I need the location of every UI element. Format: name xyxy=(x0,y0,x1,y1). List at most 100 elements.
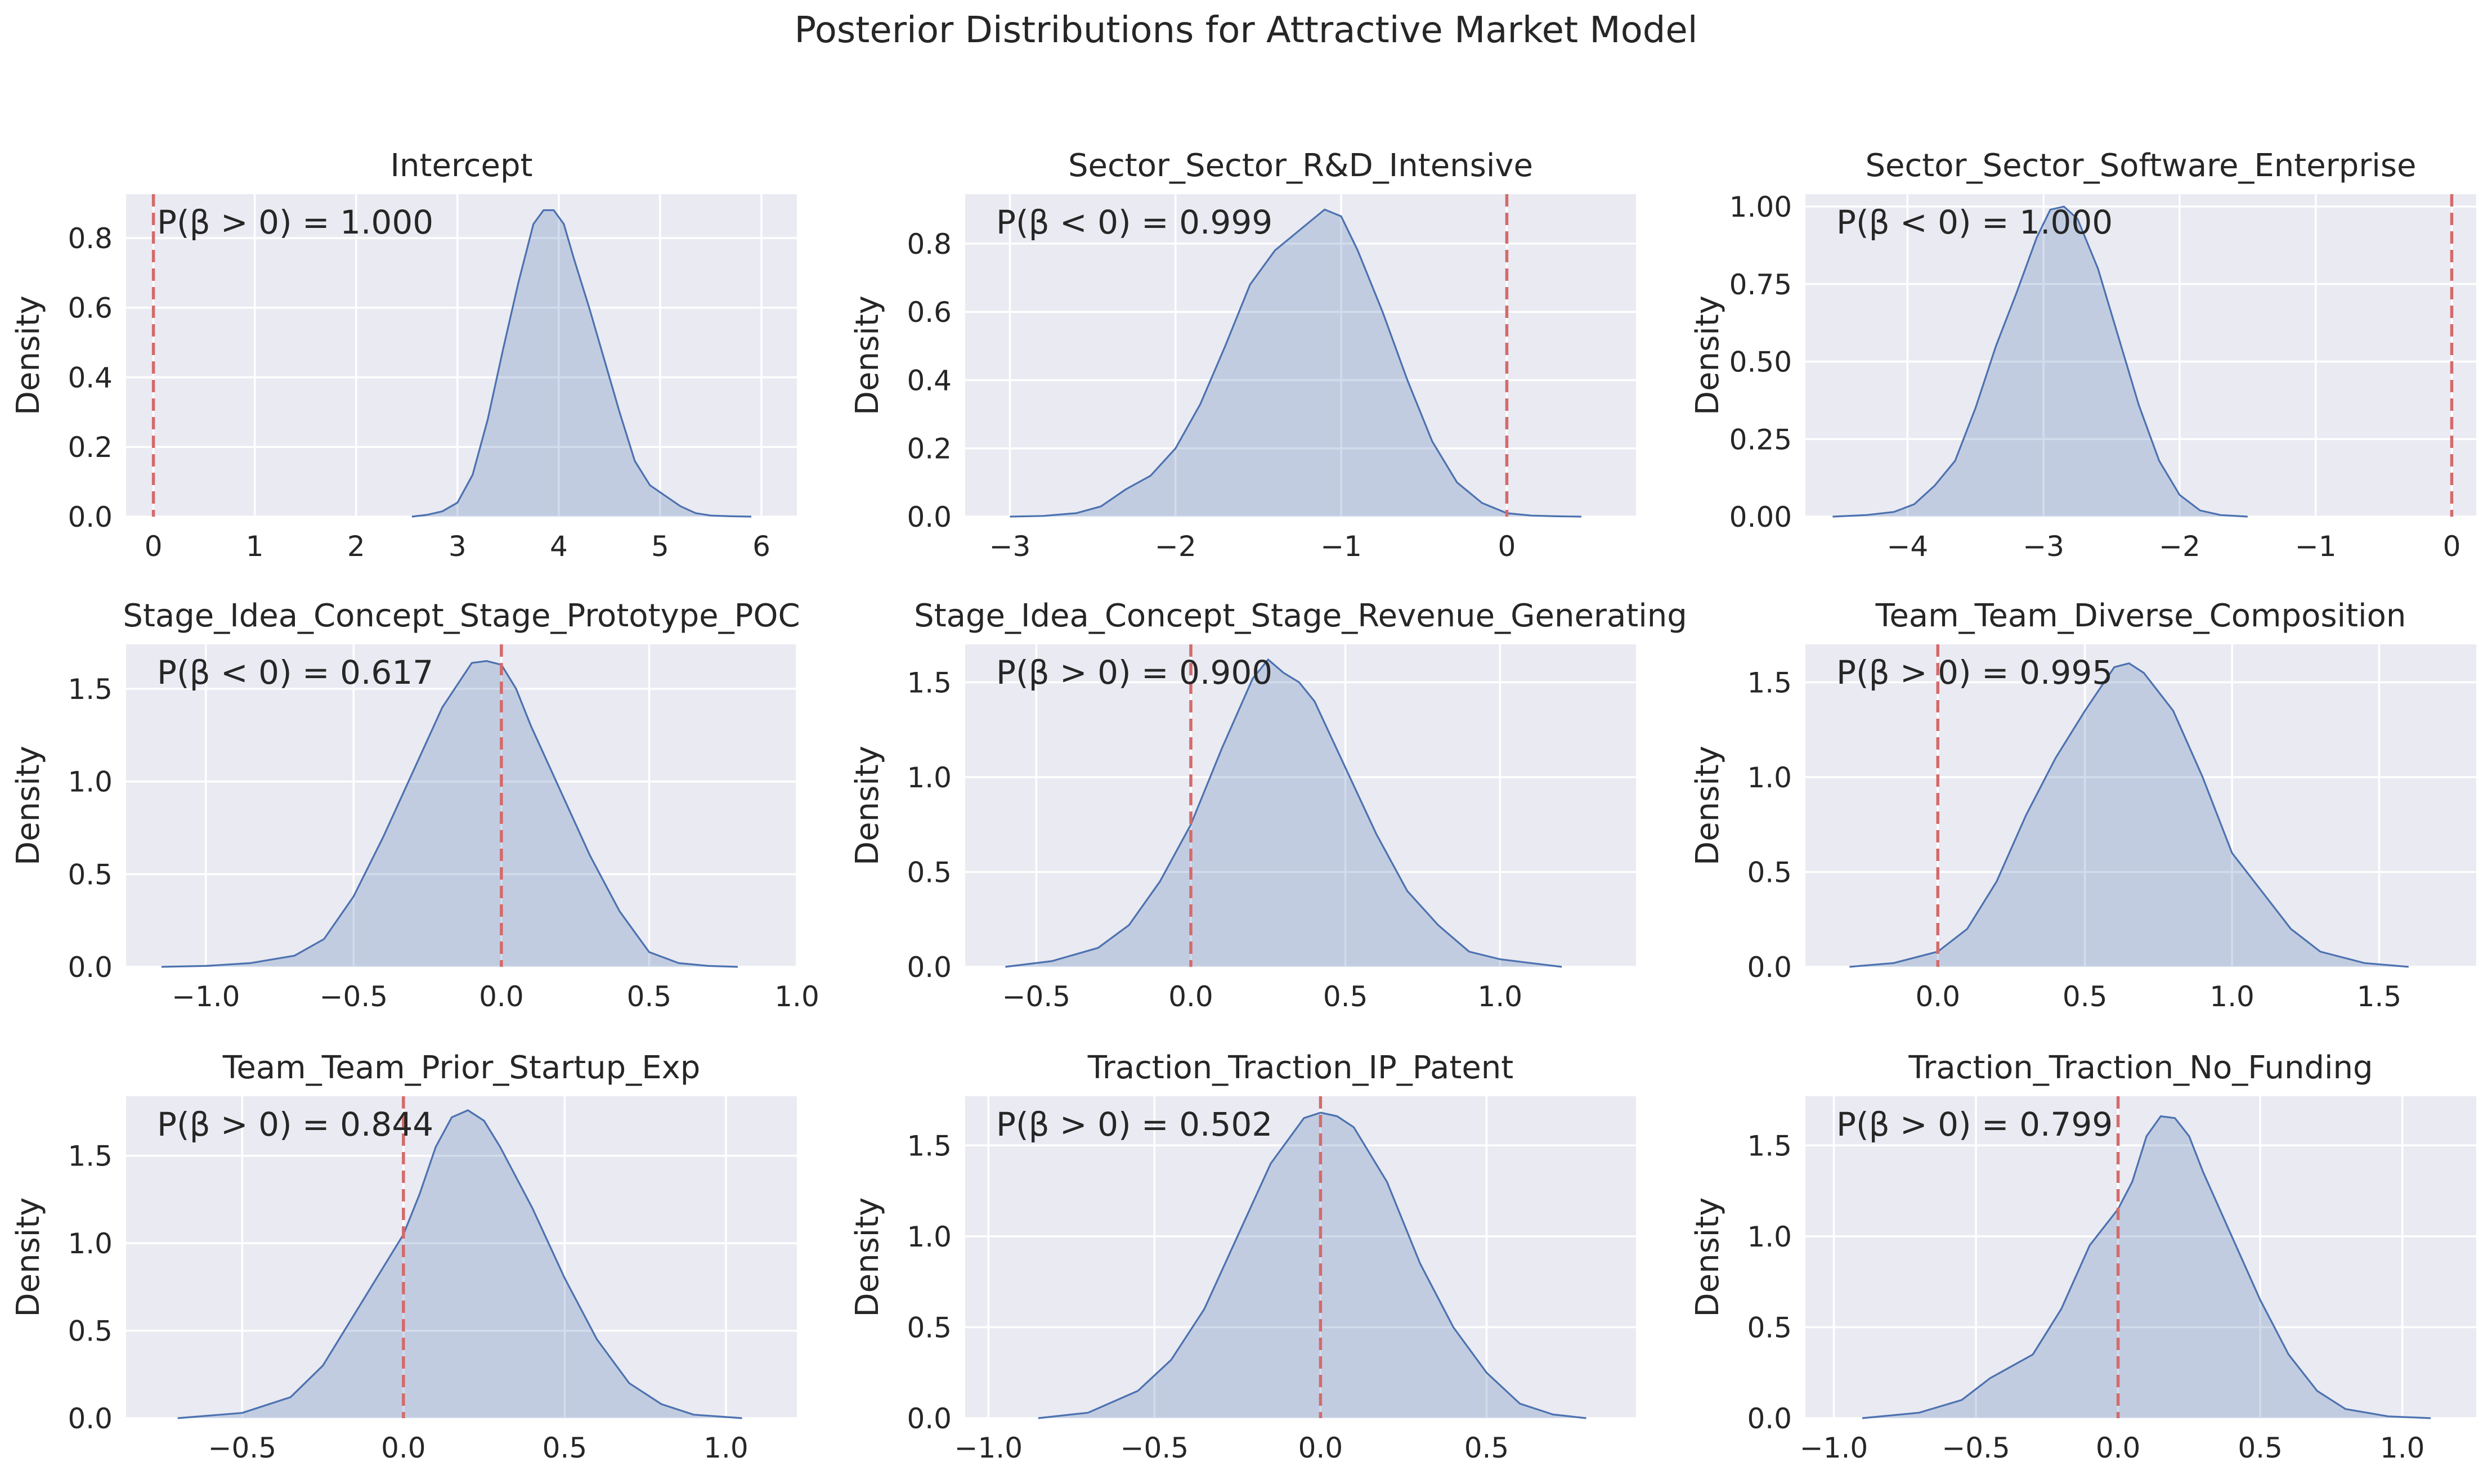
probability-annotation: P(β > 0) = 0.502 xyxy=(996,1105,1272,1144)
y-tick-label: 1.0 xyxy=(68,1227,113,1260)
x-tick-label: −0.5 xyxy=(1942,1432,2010,1464)
y-tick-label: 0.25 xyxy=(1729,423,1792,456)
y-tick-label: 0.2 xyxy=(907,433,952,465)
panel-title: Stage_Idea_Concept_Stage_Revenue_Generat… xyxy=(914,598,1687,634)
density-curve xyxy=(1849,662,2409,968)
x-tick-label: 1.5 xyxy=(2357,980,2402,1013)
x-tick-label: 4 xyxy=(550,530,568,563)
panel-3: −4 −3 −2 −1 0 0.00 0.25 0.50 0.75 1.00 Sector_Sect… xyxy=(1689,147,2476,563)
x-tick-label: −1.0 xyxy=(1800,1432,1868,1464)
panel-9: −1.0 −0.5 0.0 0.5 1.0 0.0 0.5 1.0 1.5 Traction_Tr… xyxy=(1689,1050,2476,1464)
y-tick-label: 0.0 xyxy=(907,501,952,533)
y-axis-label: Density xyxy=(10,295,47,415)
probability-annotation: P(β > 0) = 1.000 xyxy=(157,203,433,241)
x-tick-label: 0.5 xyxy=(1464,1432,1509,1464)
density-curve xyxy=(411,209,752,518)
y-axis-label: Density xyxy=(1689,1198,1726,1317)
probability-annotation: P(β < 0) = 1.000 xyxy=(1836,203,2113,241)
panel-title: Team_Team_Diverse_Composition xyxy=(1875,598,2406,634)
x-tick-label: 0.5 xyxy=(1323,980,1368,1013)
y-tick-label: 1.5 xyxy=(1747,666,1792,699)
panel-5: −0.5 0.0 0.5 1.0 0.0 0.5 1.0 1.5 Stage_Idea_Conc… xyxy=(849,598,1687,1013)
panel-background xyxy=(965,194,1636,517)
x-tick-label: 0.5 xyxy=(2238,1432,2283,1464)
panel-background xyxy=(1805,644,2476,967)
x-tick-label: 0 xyxy=(2443,530,2461,563)
density-curve xyxy=(1010,208,1581,518)
probability-annotation: P(β < 0) = 0.999 xyxy=(996,203,1272,241)
density-curve xyxy=(161,660,738,968)
panel-8: −1.0 −0.5 0.0 0.5 0.0 0.5 1.0 1.5 Traction_Tract… xyxy=(849,1050,1636,1464)
x-tick-label: −1.0 xyxy=(172,980,240,1013)
panel-background xyxy=(1805,1096,2476,1418)
density-curve xyxy=(1005,658,1562,968)
x-tick-label: −2 xyxy=(1155,530,1196,563)
density-area xyxy=(1862,1116,2431,1418)
x-tick-label: 0 xyxy=(1498,530,1516,563)
x-tick-label: 1.0 xyxy=(703,1432,749,1464)
panel-background xyxy=(126,644,797,967)
x-tick-label: −0.5 xyxy=(320,980,388,1013)
y-tick-label: 0.5 xyxy=(907,1311,952,1344)
panel-background xyxy=(126,194,797,517)
density-area xyxy=(1005,660,1562,967)
density-area xyxy=(162,661,738,967)
y-tick-label: 1.5 xyxy=(907,666,952,699)
figure-title: Posterior Distributions for Attractive M… xyxy=(794,10,1697,51)
y-axis-label: Density xyxy=(849,746,886,866)
y-tick-label: 1.5 xyxy=(68,673,113,706)
y-tick-label: 0.5 xyxy=(68,1315,113,1348)
panel-background xyxy=(965,1096,1636,1418)
probability-annotation: P(β > 0) = 0.799 xyxy=(1836,1105,2113,1144)
panel-4: −1.0 −0.5 0.0 0.5 1.0 0.0 0.5 1.0 1.5 Stage_Idea_… xyxy=(10,598,819,1013)
density-area xyxy=(177,1110,742,1418)
x-tick-label: 0.0 xyxy=(479,980,524,1013)
x-tick-label: 0.5 xyxy=(543,1432,588,1464)
y-tick-label: 0.6 xyxy=(68,292,113,325)
y-tick-label: 1.5 xyxy=(1747,1129,1792,1162)
y-tick-label: 0.0 xyxy=(1747,951,1792,984)
y-tick-label: 0.0 xyxy=(68,501,113,533)
panel-2: −3 −2 −1 0 0.0 0.2 0.4 0.6 0.8 Sector_Sector_R&D_… xyxy=(849,147,1636,563)
y-tick-label: 1.0 xyxy=(907,761,952,794)
density-area xyxy=(1010,209,1581,517)
x-tick-label: 0.0 xyxy=(1915,980,1960,1013)
y-tick-label: 0.5 xyxy=(907,856,952,889)
x-tick-label: −4 xyxy=(1886,530,1928,563)
x-tick-label: 0.0 xyxy=(2096,1432,2141,1464)
density-curve xyxy=(1038,1111,1586,1419)
x-tick-label: −3 xyxy=(989,530,1031,563)
y-tick-label: 0.00 xyxy=(1729,501,1792,533)
y-tick-label: 1.5 xyxy=(68,1140,113,1173)
x-tick-label: −1.0 xyxy=(954,1432,1023,1464)
x-tick-label: 3 xyxy=(449,530,467,563)
y-tick-label: 1.0 xyxy=(907,1221,952,1253)
x-tick-label: 5 xyxy=(651,530,669,563)
y-tick-label: 1.0 xyxy=(68,766,113,799)
density-area xyxy=(1038,1113,1586,1418)
y-tick-label: 0.0 xyxy=(68,951,113,984)
probability-annotation: P(β < 0) = 0.617 xyxy=(157,653,433,692)
y-tick-label: 0.5 xyxy=(68,858,113,891)
y-tick-label: 1.0 xyxy=(1747,1221,1792,1253)
x-tick-label: 1 xyxy=(246,530,264,563)
y-tick-label: 0.4 xyxy=(907,364,952,397)
panel-6: 0.0 0.5 1.0 1.5 0.0 0.5 1.0 1.5 Team_Team_Divers… xyxy=(1689,598,2476,1013)
x-tick-label: −1 xyxy=(1320,530,1362,563)
density-area xyxy=(1832,207,2248,517)
x-tick-label: 1.0 xyxy=(2380,1432,2425,1464)
y-tick-label: 1.5 xyxy=(907,1129,952,1162)
y-tick-label: 0.0 xyxy=(68,1402,113,1435)
x-tick-label: 0.5 xyxy=(627,980,672,1013)
y-axis-label: Density xyxy=(10,1198,47,1317)
density-curve xyxy=(177,1109,742,1419)
density-curve xyxy=(1862,1115,2431,1419)
x-tick-label: −0.5 xyxy=(1002,980,1070,1013)
y-axis-label: Density xyxy=(849,1198,886,1317)
x-tick-label: −0.5 xyxy=(1120,1432,1189,1464)
density-area xyxy=(1849,663,2409,967)
panel-title: Intercept xyxy=(391,147,533,184)
panel-7: −0.5 0.0 0.5 1.0 0.0 0.5 1.0 1.5 Team_Team_Prior… xyxy=(10,1050,797,1464)
y-tick-label: 0.6 xyxy=(907,296,952,329)
